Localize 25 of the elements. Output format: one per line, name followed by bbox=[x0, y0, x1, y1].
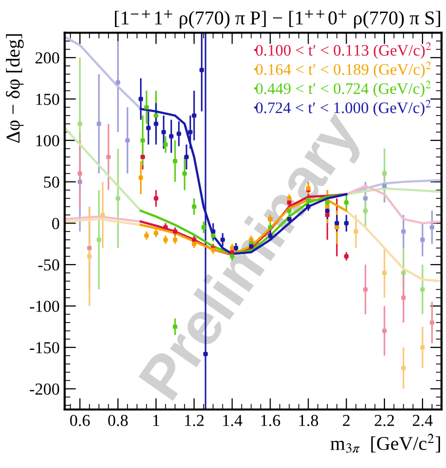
y-tick-label: -100 bbox=[30, 300, 60, 312]
x-tick-label: 0.8 bbox=[108, 414, 128, 426]
y-tick-label: 200 bbox=[36, 52, 60, 64]
x-tick-label: 1.6 bbox=[261, 414, 280, 426]
x-tick-label: 1.2 bbox=[185, 414, 204, 426]
y-tick-label: 100 bbox=[36, 135, 60, 146]
x-axis-title: m$_{3π}$ [GeV/c$^{2}$] bbox=[330, 434, 440, 453]
legend-label: 0.449 < t′ < 0.724 (GeV/c)$^{2}$ bbox=[256, 80, 431, 98]
y-tick-label: 50 bbox=[44, 176, 60, 188]
x-tick-label: 0.6 bbox=[70, 414, 90, 426]
x-tick-label: 2 bbox=[342, 414, 350, 426]
x-tick-label: 2.4 bbox=[412, 414, 433, 426]
y-axis-title: Δφ − δφ [deg] bbox=[6, 34, 24, 143]
y-tick-label: -50 bbox=[38, 259, 60, 271]
x-tick-label: 1.8 bbox=[299, 414, 318, 426]
legend-label: 0.100 < t′ < 0.113 (GeV/c)$^{2}$ bbox=[256, 42, 431, 59]
x-tick-label: 1 bbox=[153, 414, 160, 426]
chart-title: [1$^{−+}$1$^{+}$ ρ(770) π P] − [1$^{++}$0$^{+}$ ρ(770) π S] bbox=[114, 10, 440, 28]
legend-label: 0.164 < t′ < 0.189 (GeV/c)$^{2}$ bbox=[256, 62, 431, 78]
y-tick-label: -150 bbox=[30, 342, 60, 354]
x-tick-label: 1.4 bbox=[223, 414, 242, 426]
y-tick-label: 150 bbox=[36, 94, 60, 105]
y-tick-label: -200 bbox=[30, 384, 60, 395]
y-tick-label: 0 bbox=[52, 218, 60, 230]
x-tick-label: 2.2 bbox=[374, 414, 394, 426]
